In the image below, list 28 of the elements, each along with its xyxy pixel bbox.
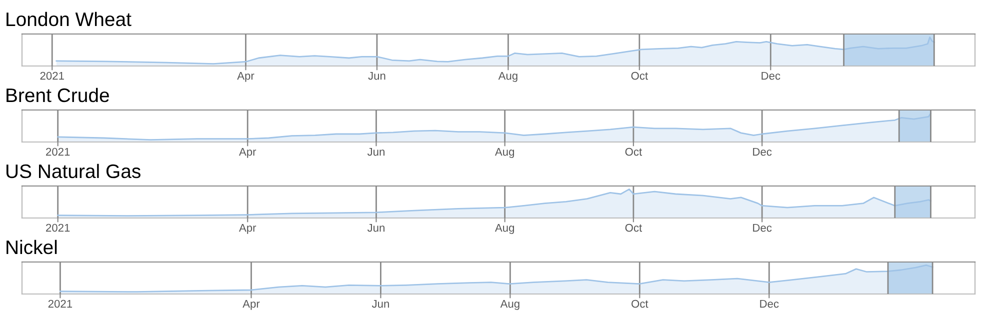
x-tick-label: Dec <box>760 300 779 308</box>
x-tick-label: 2021 <box>46 148 70 156</box>
x-tick-label: Jun <box>367 224 384 232</box>
x-tick-label: Oct <box>631 72 648 80</box>
x-tick-label: 2021 <box>46 224 70 232</box>
x-tick-label: Dec <box>762 72 780 80</box>
chart-title: Brent Crude <box>6 88 109 102</box>
x-tick-label: Aug <box>498 72 518 82</box>
x-tick-label: Oct <box>625 148 642 156</box>
x-tick-label: Jun <box>368 72 386 80</box>
x-tick-label: Apr <box>237 72 254 82</box>
chart-title: London Wheat <box>6 12 132 26</box>
x-tick-label: 2021 <box>48 300 72 308</box>
x-tick-label: Aug <box>500 300 520 310</box>
x-tick-label: Jun <box>372 300 389 308</box>
x-tick-label: Apr <box>238 224 256 234</box>
x-tick-label: Aug <box>494 148 514 158</box>
x-tick-label: Oct <box>625 224 642 232</box>
chart-title: Nickel <box>6 240 57 254</box>
x-tick-label: Dec <box>753 148 772 156</box>
x-tick-label: Dec <box>753 224 772 232</box>
x-tick-label: Aug <box>494 224 514 234</box>
x-tick-label: Jun <box>367 148 384 156</box>
x-tick-label: 2021 <box>40 72 64 80</box>
chart-title: US Natural Gas <box>6 164 140 178</box>
x-tick-label: Oct <box>632 300 648 308</box>
x-tick-label: Apr <box>242 300 260 310</box>
x-tick-label: Apr <box>238 148 256 158</box>
